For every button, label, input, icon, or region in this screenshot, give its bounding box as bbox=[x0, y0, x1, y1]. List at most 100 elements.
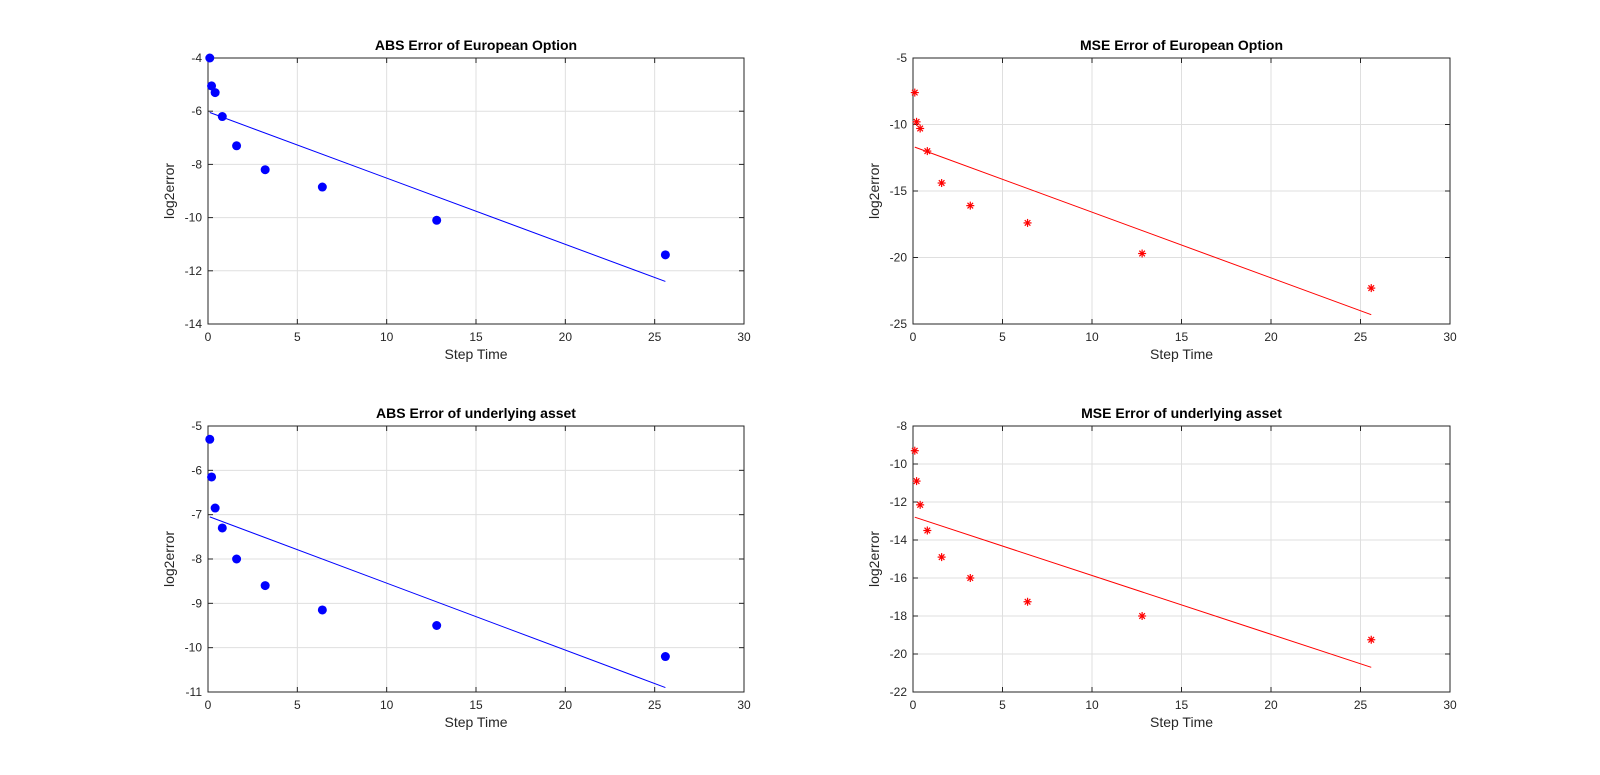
data-point bbox=[217, 523, 227, 533]
x-tick-label: 5 bbox=[999, 330, 1006, 344]
y-tick-label: -20 bbox=[890, 647, 908, 661]
y-tick-label: -22 bbox=[890, 685, 908, 699]
y-tick-label: -7 bbox=[191, 508, 202, 522]
y-tick-label: -12 bbox=[185, 264, 203, 278]
x-tick-label: 10 bbox=[380, 698, 394, 712]
x-tick-label: 15 bbox=[1175, 330, 1189, 344]
y-tick-label: -15 bbox=[890, 184, 908, 198]
data-point bbox=[923, 147, 932, 156]
y-tick-label: -6 bbox=[191, 463, 202, 477]
data-point bbox=[1138, 249, 1147, 258]
fit-line bbox=[914, 146, 1372, 316]
data-point bbox=[317, 182, 327, 192]
data-point bbox=[317, 605, 327, 615]
x-tick-label: 15 bbox=[469, 698, 483, 712]
data-point bbox=[432, 621, 442, 630]
x-axis-label: Step Time bbox=[444, 714, 507, 730]
y-tick-label: -10 bbox=[185, 641, 203, 655]
x-tick-label: 25 bbox=[648, 698, 662, 712]
x-tick-label: 30 bbox=[1443, 698, 1457, 712]
y-tick-label: -14 bbox=[890, 533, 908, 547]
x-tick-label: 10 bbox=[380, 330, 394, 344]
data-point bbox=[1367, 284, 1376, 293]
data-point bbox=[1367, 635, 1376, 644]
subplot-1: 0 5 10 15 20 25 30 -14 -12 -10 -8 -6 -4 ABS Error of … bbox=[161, 37, 751, 362]
y-tick-label: -6 bbox=[191, 104, 202, 118]
data-point bbox=[912, 117, 921, 126]
data-point bbox=[260, 581, 270, 591]
data-point bbox=[207, 81, 217, 91]
x-tick-label: 15 bbox=[469, 330, 483, 344]
y-axis-label: log2error bbox=[866, 163, 882, 219]
x-axis-label: Step Time bbox=[1150, 714, 1213, 730]
x-tick-label: 25 bbox=[1354, 330, 1368, 344]
x-tick-label: 20 bbox=[559, 330, 573, 344]
data-point bbox=[1023, 597, 1032, 606]
x-tick-label: 20 bbox=[559, 698, 573, 712]
data-point bbox=[660, 250, 670, 260]
data-point bbox=[232, 141, 242, 151]
data-point bbox=[207, 472, 217, 482]
chart-title: ABS Error of underlying asset bbox=[376, 405, 576, 421]
data-point bbox=[937, 553, 946, 562]
x-tick-label: 0 bbox=[910, 330, 917, 344]
y-tick-label: -5 bbox=[191, 419, 202, 433]
y-tick-label: -16 bbox=[890, 571, 908, 585]
x-tick-label: 0 bbox=[205, 698, 212, 712]
fit-line bbox=[209, 112, 666, 282]
y-axis-label: log2error bbox=[866, 531, 882, 587]
chart-title: MSE Error of European Option bbox=[1080, 37, 1283, 53]
data-point bbox=[1138, 612, 1147, 620]
y-tick-label: -14 bbox=[185, 317, 203, 331]
data-point bbox=[210, 503, 220, 513]
y-tick-label: -8 bbox=[896, 419, 907, 433]
y-tick-label: -18 bbox=[890, 609, 908, 623]
data-point bbox=[966, 201, 975, 210]
data-point bbox=[916, 500, 925, 509]
chart-title: ABS Error of European Option bbox=[375, 37, 577, 53]
data-point bbox=[916, 124, 925, 133]
data-point bbox=[910, 446, 919, 455]
y-tick-label: -10 bbox=[890, 118, 908, 132]
x-tick-label: 30 bbox=[737, 330, 751, 344]
x-tick-label: 10 bbox=[1085, 698, 1099, 712]
subplot-3: 0 5 10 15 20 25 30 -11 -10 -9 -8 -7 -6 -5 ABS Error of… bbox=[161, 405, 751, 730]
y-tick-label: -4 bbox=[191, 51, 202, 65]
y-tick-label: -20 bbox=[890, 251, 908, 265]
x-tick-label: 30 bbox=[737, 698, 751, 712]
data-point bbox=[1023, 218, 1032, 227]
x-tick-label: 30 bbox=[1443, 330, 1457, 344]
x-axis-label: Step Time bbox=[444, 346, 507, 362]
x-tick-label: 5 bbox=[999, 698, 1006, 712]
data-point bbox=[217, 112, 227, 122]
x-tick-label: 20 bbox=[1264, 330, 1278, 344]
data-point bbox=[205, 53, 215, 63]
x-tick-label: 10 bbox=[1085, 330, 1099, 344]
x-tick-label: 15 bbox=[1175, 698, 1189, 712]
data-point bbox=[912, 477, 921, 486]
y-axis-label: log2error bbox=[161, 163, 177, 219]
x-tick-label: 5 bbox=[294, 698, 301, 712]
data-point bbox=[210, 88, 220, 98]
data-point bbox=[937, 179, 946, 188]
y-tick-label: -9 bbox=[191, 596, 202, 610]
y-tick-label: -10 bbox=[890, 457, 908, 471]
y-tick-label: -10 bbox=[185, 211, 203, 225]
subplot-4: 0 5 10 15 20 25 30 -22 -20 -18 -16 -14 -12 -10 -8 MSE E… bbox=[866, 405, 1457, 730]
data-point bbox=[923, 526, 932, 535]
data-point bbox=[432, 215, 442, 225]
data-point bbox=[660, 652, 670, 662]
data-point bbox=[910, 88, 919, 97]
x-tick-label: 25 bbox=[1354, 698, 1368, 712]
x-tick-label: 25 bbox=[648, 330, 662, 344]
y-tick-label: -5 bbox=[896, 51, 907, 65]
data-point bbox=[260, 165, 270, 175]
y-tick-label: -8 bbox=[191, 552, 202, 566]
x-tick-label: 5 bbox=[294, 330, 301, 344]
fit-line bbox=[209, 516, 666, 689]
y-tick-label: -25 bbox=[890, 317, 908, 331]
x-axis-label: Step Time bbox=[1150, 346, 1213, 362]
data-point bbox=[966, 574, 975, 582]
y-tick-label: -11 bbox=[186, 685, 203, 699]
